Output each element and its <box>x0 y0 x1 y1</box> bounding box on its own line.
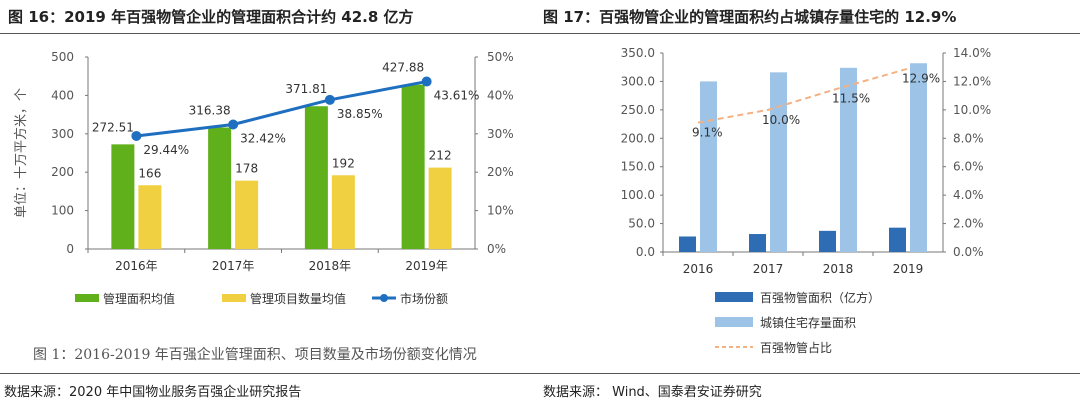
y-tick-label: 300.0 <box>621 74 655 88</box>
legend-marker <box>380 294 388 302</box>
y-tick-label: 250.0 <box>621 103 655 117</box>
bar-1 <box>111 144 135 249</box>
y2-tick-label: 20% <box>487 165 514 179</box>
left-chart-title: 图 16：2019 年百强物管企业的管理面积合计约 42.8 亿方 <box>8 8 414 26</box>
line-data-label: 38.85% <box>337 107 383 121</box>
y-tick-label: 0 <box>66 242 74 256</box>
x-tick-label: 2017年 <box>212 259 255 273</box>
line-series <box>697 67 909 124</box>
y-tick-label: 400 <box>51 88 74 102</box>
line-data-label: 10.0% <box>762 113 800 127</box>
line-data-label: 29.44% <box>143 143 189 157</box>
line-series <box>136 80 427 138</box>
y2-tick-label: 4.0% <box>953 188 984 202</box>
y-axis-title: 单位：十万平方米，个 <box>13 88 29 218</box>
line-data-label: 32.42% <box>240 132 286 146</box>
y-tick-label: 200.0 <box>621 131 655 145</box>
y2-tick-label: 0% <box>487 242 506 256</box>
bar-1 <box>208 127 232 249</box>
x-tick-label: 2016 <box>683 262 714 276</box>
line-point <box>228 119 239 130</box>
bar-2 <box>840 67 857 252</box>
line-point <box>131 130 142 141</box>
y-tick-label: 150.0 <box>621 160 655 174</box>
legend-label: 管理项目数量均值 <box>250 291 346 306</box>
y2-tick-label: 14.0% <box>953 46 991 60</box>
bar-2 <box>910 63 927 253</box>
title-divider <box>0 33 1080 34</box>
legend-swatch <box>222 294 246 302</box>
bar-data-label: 272.51 <box>92 120 134 134</box>
bar-1 <box>749 234 766 252</box>
y-tick-label: 0.0 <box>636 245 655 259</box>
bar-1 <box>679 236 696 252</box>
line-point <box>324 94 335 105</box>
bar-data-label: 212 <box>429 149 452 163</box>
bar-data-label: 192 <box>332 156 355 170</box>
source-divider <box>0 373 1080 374</box>
legend-label: 管理面积均值 <box>103 291 175 306</box>
y-tick-label: 100 <box>51 204 74 218</box>
bar-2 <box>428 167 452 249</box>
y2-tick-label: 50% <box>487 50 514 64</box>
right-chart-title: 图 17：百强物管企业的管理面积约占城镇存量住宅的 12.9% <box>543 8 957 26</box>
bar-data-label: 178 <box>235 162 258 176</box>
bar-1 <box>819 230 836 252</box>
legend-swatch <box>75 294 99 302</box>
y2-tick-label: 8.0% <box>953 131 984 145</box>
y2-tick-label: 10% <box>487 204 514 218</box>
y-tick-label: 350.0 <box>621 46 655 60</box>
x-tick-label: 2016年 <box>115 259 158 273</box>
bar-2 <box>331 175 355 249</box>
x-tick-label: 2018年 <box>309 259 352 273</box>
legend-label: 市场份额 <box>400 291 448 306</box>
bar-2 <box>700 81 717 252</box>
bar-2 <box>770 72 787 253</box>
bar-data-label: 166 <box>138 166 161 180</box>
line-data-label: 11.5% <box>832 92 870 106</box>
line-data-label: 12.9% <box>902 72 940 86</box>
y2-tick-label: 12.0% <box>953 74 991 88</box>
bar-2 <box>235 180 259 249</box>
left-figure-caption: 图 1：2016-2019 年百强企业管理面积、项目数量及市场份额变化情况 <box>33 347 477 363</box>
legend-swatch <box>715 317 753 327</box>
y2-tick-label: 6.0% <box>953 160 984 174</box>
y2-tick-label: 40% <box>487 88 514 102</box>
bar-1 <box>889 227 906 252</box>
legend-swatch <box>715 292 753 302</box>
legend-label: 城镇住宅存量面积 <box>760 315 856 330</box>
bar-data-label: 316.38 <box>189 104 231 118</box>
x-tick-label: 2019年 <box>405 259 448 273</box>
legend-label: 百强物管面积（亿方） <box>760 290 880 305</box>
bar-data-label: 371.81 <box>285 82 327 96</box>
bar-2 <box>138 185 162 249</box>
x-tick-label: 2019 <box>893 262 924 276</box>
legend-label: 百强物管占比 <box>760 340 832 355</box>
y2-tick-label: 10.0% <box>953 103 991 117</box>
bar-1 <box>304 106 328 249</box>
y-tick-label: 50.0 <box>628 217 655 231</box>
y-tick-label: 100.0 <box>621 188 655 202</box>
x-tick-label: 2017 <box>753 262 784 276</box>
bar-data-label: 427.88 <box>382 61 424 75</box>
right-source: 数据来源： Wind、国泰君安证券研究 <box>543 385 762 400</box>
left-source: 数据来源：2020 年中国物业服务百强企业研究报告 <box>4 385 302 400</box>
line-data-label: 43.61% <box>434 89 480 103</box>
y2-tick-label: 2.0% <box>953 217 984 231</box>
y-tick-label: 300 <box>51 127 74 141</box>
bar-1 <box>401 84 425 249</box>
line-data-label: 9.1% <box>692 126 723 140</box>
x-tick-label: 2018 <box>823 262 854 276</box>
y2-tick-label: 0.0% <box>953 245 984 259</box>
y-tick-label: 500 <box>51 50 74 64</box>
line-point <box>421 76 432 87</box>
y2-tick-label: 30% <box>487 127 514 141</box>
y-tick-label: 200 <box>51 165 74 179</box>
